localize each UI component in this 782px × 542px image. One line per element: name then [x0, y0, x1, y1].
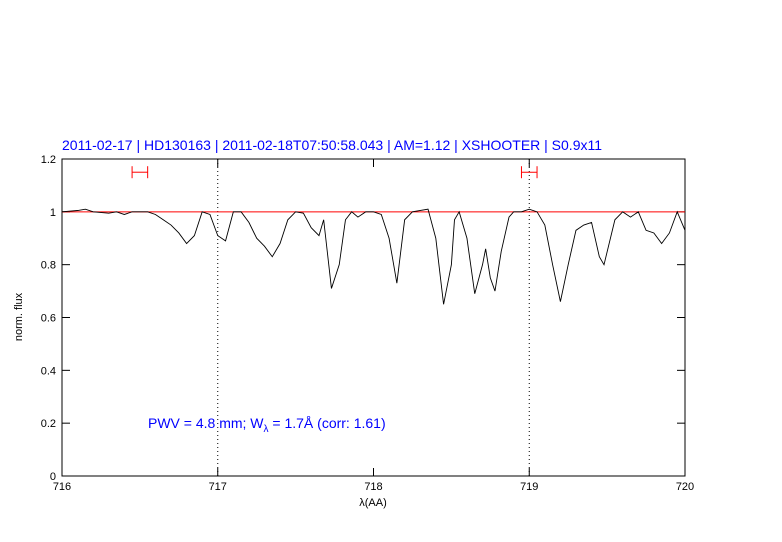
x-tick-label: 716: [53, 481, 71, 493]
x-tick-label: 717: [209, 481, 227, 493]
annotation-text: PWV = 4.8 mm; W: [148, 415, 264, 431]
y-tick-label: 0: [50, 471, 56, 483]
annotation-subscript: λ: [264, 424, 269, 435]
x-tick-label: 719: [520, 481, 538, 493]
spectrum-line: [61, 208, 686, 305]
y-tick-label: 0.2: [41, 418, 56, 430]
annotation-text: = 1.7Å (corr: 1.61): [269, 415, 386, 431]
y-axis-label: norm. flux: [13, 292, 25, 341]
x-tick-label: 718: [364, 481, 382, 493]
chart-title: 2011-02-17 | HD130163 | 2011-02-18T07:50…: [62, 137, 602, 153]
y-tick-label: 0.6: [41, 313, 56, 325]
x-tick-label: 720: [676, 481, 694, 493]
y-tick-label: 0.4: [41, 365, 56, 377]
x-axis-label: λ(AA): [359, 497, 387, 509]
annotation: PWV = 4.8 mm; Wλ = 1.7Å (corr: 1.61): [148, 415, 386, 435]
y-tick-label: 0.8: [41, 260, 56, 272]
y-tick-label: 1.2: [41, 154, 56, 166]
y-tick-label: 1: [50, 207, 56, 219]
